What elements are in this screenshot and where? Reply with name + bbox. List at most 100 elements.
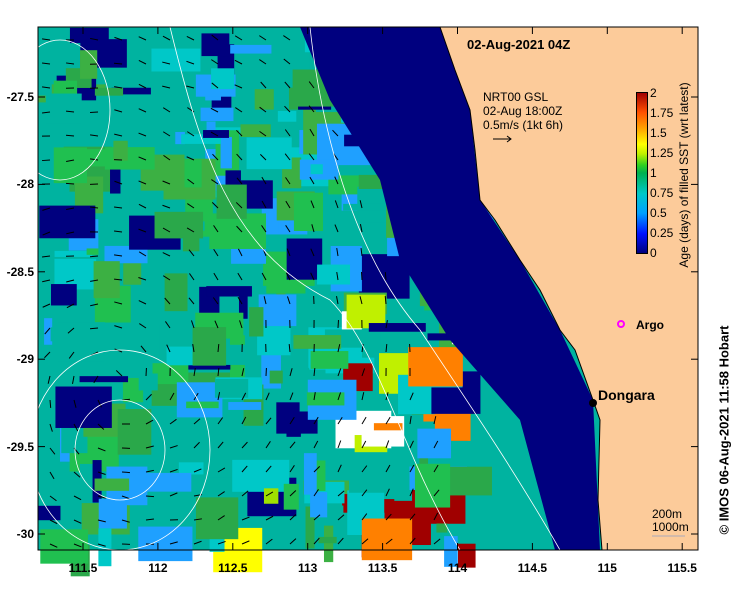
argo-float-icon[interactable] <box>617 320 625 328</box>
current-arrow <box>217 515 225 521</box>
current-arrow <box>212 297 219 305</box>
current-arrow <box>384 271 387 281</box>
current-arrow <box>289 368 293 377</box>
sst-patch <box>110 150 121 194</box>
current-arrow <box>89 111 99 114</box>
current-arrow <box>121 495 130 500</box>
shelf-deep-ocean <box>300 27 600 550</box>
current-arrow <box>241 441 248 449</box>
current-arrow <box>284 105 291 113</box>
current-arrow <box>259 106 267 113</box>
current-arrow <box>44 351 51 359</box>
colorbar-tick: 0.5 <box>650 206 667 220</box>
argo-label: Argo <box>636 318 664 332</box>
current-arrow <box>114 36 123 41</box>
sst-patch <box>201 33 230 57</box>
sst-patch <box>293 335 342 349</box>
current-arrow <box>235 202 243 209</box>
current-arrow <box>361 392 365 401</box>
current-arrow <box>265 392 270 401</box>
current-arrow <box>188 249 195 257</box>
current-arrow <box>65 110 75 113</box>
sst-patch <box>60 175 70 216</box>
current-arrow <box>261 176 267 185</box>
current-arrow <box>241 540 250 545</box>
current-arrow <box>115 370 123 377</box>
current-arrow <box>163 154 171 161</box>
current-arrow <box>41 159 51 162</box>
sst-patch <box>98 528 112 567</box>
current-arrow <box>241 392 247 401</box>
current-arrow <box>186 36 195 41</box>
current-arrow <box>313 466 321 473</box>
sst-patch <box>283 483 299 510</box>
current-arrow <box>289 514 297 521</box>
current-arrow <box>217 343 220 353</box>
current-arrow <box>283 58 291 65</box>
current-arrow <box>193 540 202 545</box>
current-arrow <box>162 180 171 185</box>
y-tick-label: -29.5 <box>6 439 34 454</box>
current-vectors <box>41 34 441 548</box>
current-arrow <box>313 514 321 521</box>
current-arrow <box>313 392 316 401</box>
current-arrow <box>162 252 171 257</box>
current-arrow <box>409 392 414 401</box>
current-arrow <box>236 177 243 185</box>
sst-patch <box>186 401 219 409</box>
current-arrow <box>361 513 368 521</box>
current-arrow <box>90 279 99 282</box>
current-arrow <box>259 153 267 161</box>
current-arrow <box>162 227 171 233</box>
current-arrow <box>114 180 123 185</box>
current-arrow <box>337 344 341 353</box>
current-arrow <box>285 225 291 233</box>
sst-patch <box>361 518 413 561</box>
current-arrow <box>138 180 147 185</box>
y-tick-label: -27.5 <box>6 90 34 104</box>
sst-patch <box>209 213 266 249</box>
current-arrow <box>73 423 79 432</box>
sst-patch <box>303 453 317 495</box>
current-arrow <box>433 416 437 425</box>
sst-patch <box>181 134 222 144</box>
current-arrow <box>42 279 51 283</box>
dongara-marker-icon[interactable] <box>589 399 597 407</box>
current-arrow <box>42 207 51 211</box>
current-arrow <box>138 36 147 41</box>
current-arrow <box>187 131 195 137</box>
sst-patch <box>94 478 130 491</box>
current-arrow <box>313 416 319 425</box>
current-arrow <box>49 399 52 409</box>
current-arrow <box>162 61 171 65</box>
sst-patch <box>182 237 200 252</box>
colorbar-tick: 1.75 <box>650 106 674 120</box>
current-arrow <box>234 59 243 65</box>
current-arrow <box>213 272 219 281</box>
sst-patch <box>206 121 216 137</box>
sst-patch <box>293 192 324 232</box>
current-arrow <box>265 465 272 473</box>
current-arrow <box>239 320 243 329</box>
sst-patch <box>97 195 130 211</box>
sst-patch <box>343 203 394 211</box>
sst-patch <box>314 460 326 491</box>
current-arrow <box>97 423 105 430</box>
current-arrow <box>334 200 339 209</box>
current-arrow <box>237 272 243 281</box>
current-arrow <box>97 519 106 523</box>
current-arrow <box>166 344 171 353</box>
current-arrow <box>97 495 106 499</box>
current-arrow <box>73 399 77 408</box>
current-arrow <box>433 538 441 545</box>
sst-patch <box>55 386 112 428</box>
sst-patch <box>310 492 328 518</box>
x-tick-label: 114 <box>447 561 468 575</box>
current-arrow <box>210 131 219 137</box>
current-arrow <box>73 519 82 524</box>
sst-patch <box>166 346 196 366</box>
current-arrow <box>214 320 219 329</box>
current-arrow <box>49 423 53 432</box>
current-arrow <box>265 515 274 521</box>
current-arrow <box>283 35 291 41</box>
